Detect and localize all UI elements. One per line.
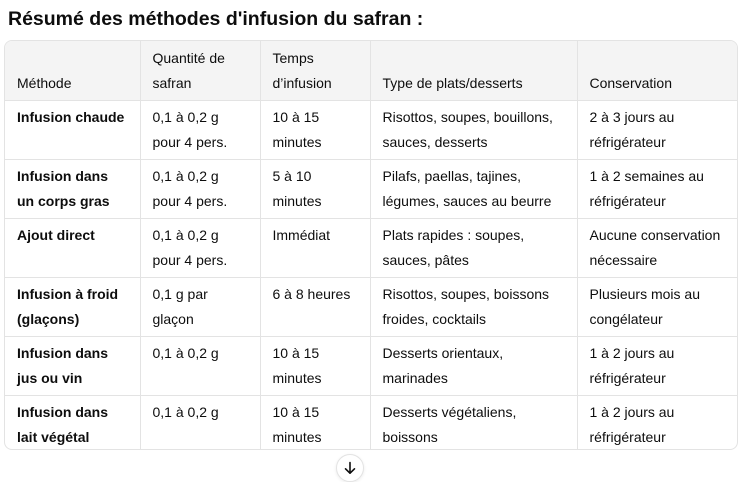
cell-time: 10 à 15 minutes: [260, 100, 371, 160]
cell-time: 5 à 10 minutes: [260, 159, 371, 219]
cell-method: Infusion chaude: [5, 100, 141, 160]
table-row: Ajout direct 0,1 à 0,2 g pour 4 pers. Im…: [5, 218, 737, 278]
cell-method: Infusion dans jus ou vin: [5, 336, 141, 396]
cell-method: Infusion à froid (glaçons): [5, 277, 141, 337]
table-row: Infusion dans jus ou vin 0,1 à 0,2 g 10 …: [5, 336, 737, 396]
methods-table-container: Méthode Quantité de safran Temps d’infus…: [4, 40, 738, 450]
cell-quantity: 0,1 à 0,2 g pour 4 pers.: [140, 100, 261, 160]
cell-storage: 2 à 3 jours au réfrigérateur: [577, 100, 737, 160]
table-body: Infusion chaude 0,1 à 0,2 g pour 4 pers.…: [5, 100, 737, 449]
header-cell-time: Temps d’infusion: [260, 41, 371, 101]
table-header: Méthode Quantité de safran Temps d’infus…: [5, 41, 737, 101]
cell-quantity: 0,1 à 0,2 g pour 4 pers.: [140, 159, 261, 219]
arrow-down-icon: [344, 461, 356, 474]
cell-dishes: Desserts orientaux, marinades: [370, 336, 578, 396]
cell-dishes: Desserts végétaliens, boissons: [370, 395, 578, 449]
header-cell-method: Méthode: [5, 41, 141, 101]
header-cell-quantity: Quantité de safran: [140, 41, 261, 101]
cell-method: Infusion dans un corps gras: [5, 159, 141, 219]
cell-time: 10 à 15 minutes: [260, 336, 371, 396]
cell-storage: Aucune conservation nécessaire: [577, 218, 737, 278]
cell-storage: Plusieurs mois au congélateur: [577, 277, 737, 337]
cell-quantity: 0,1 g par glaçon: [140, 277, 261, 337]
header-cell-dishes: Type de plats/desserts: [370, 41, 578, 101]
page-title: Résumé des méthodes d'infusion du safran…: [8, 8, 424, 30]
table-row: Infusion chaude 0,1 à 0,2 g pour 4 pers.…: [5, 100, 737, 160]
cell-time: 6 à 8 heures: [260, 277, 371, 337]
cell-storage: 1 à 2 semaines au réfrigérateur: [577, 159, 737, 219]
cell-storage: 1 à 2 jours au réfrigérateur: [589, 404, 675, 445]
methods-table: Méthode Quantité de safran Temps d’infus…: [5, 41, 737, 449]
cell-storage: 1 à 2 jours au réfrigérateur: [577, 336, 737, 396]
cell-dishes: Pilafs, paellas, tajines, légumes, sauce…: [370, 159, 578, 219]
scroll-down-button[interactable]: [336, 454, 364, 482]
table-row: Infusion dans lait végétal 0,1 à 0,2 g 1…: [5, 395, 737, 449]
table-row: Infusion à froid (glaçons) 0,1 g par gla…: [5, 277, 737, 337]
cell-quantity: 0,1 à 0,2 g: [140, 336, 261, 396]
table-row: Infusion dans un corps gras 0,1 à 0,2 g …: [5, 159, 737, 219]
cell-time: 10 à 15 minutes: [260, 395, 371, 449]
header-cell-storage: Conservation: [577, 41, 737, 101]
cell-quantity: 0,1 à 0,2 g: [140, 395, 261, 449]
cell-dishes: Plats rapides : soupes, sauces, pâtes: [370, 218, 578, 278]
cell-dishes: Risottos, soupes, bouillons, sauces, des…: [370, 100, 578, 160]
cell-time: Immédiat: [260, 218, 371, 278]
cell-quantity: 0,1 à 0,2 g pour 4 pers.: [140, 218, 261, 278]
cell-dishes: Risottos, soupes, boissons froides, cock…: [370, 277, 578, 337]
cell-method: Ajout direct: [5, 218, 141, 278]
cell-method: Infusion dans lait végétal: [5, 395, 141, 449]
header-row: Méthode Quantité de safran Temps d’infus…: [5, 41, 737, 101]
